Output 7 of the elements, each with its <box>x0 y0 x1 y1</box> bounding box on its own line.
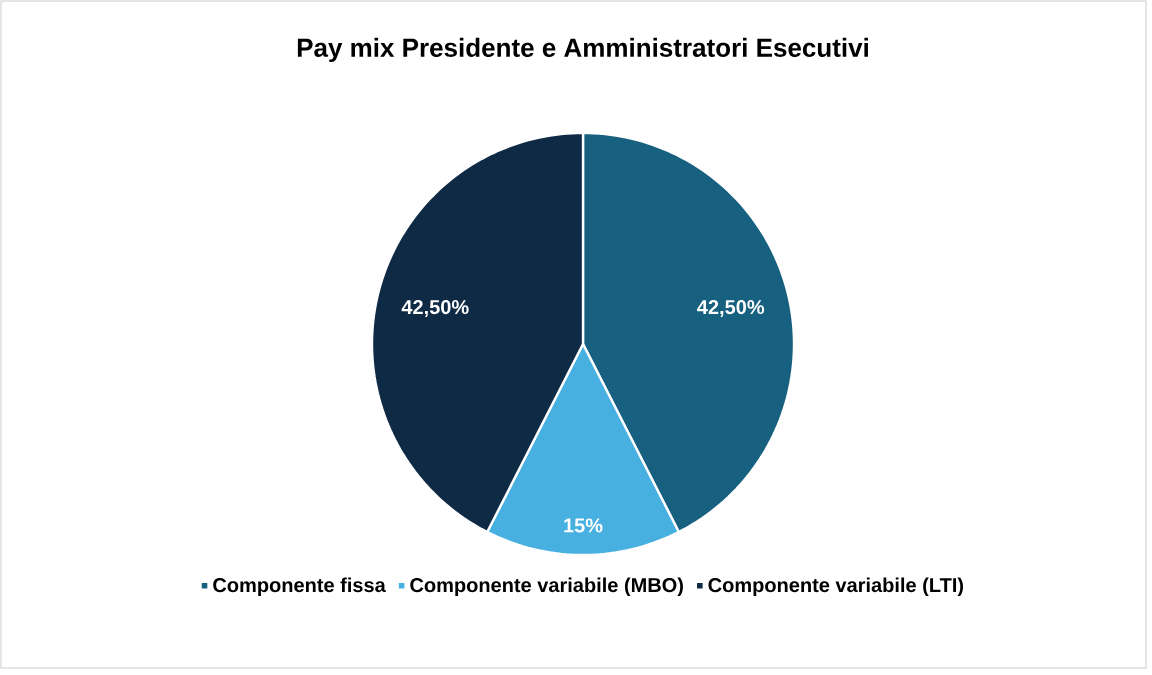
legend-label: Componente variabile (MBO) <box>410 577 683 597</box>
data-label: 15% <box>564 518 603 533</box>
chart-title: Pay mix Presidente e Amministratori Esecutivi <box>297 37 868 63</box>
data-label: 42,50% <box>401 299 469 318</box>
legend-label: Componente variabile (LTI) <box>708 577 964 597</box>
legend-label: Componente fissa <box>213 577 386 597</box>
data-label: 42,50% <box>697 299 765 318</box>
